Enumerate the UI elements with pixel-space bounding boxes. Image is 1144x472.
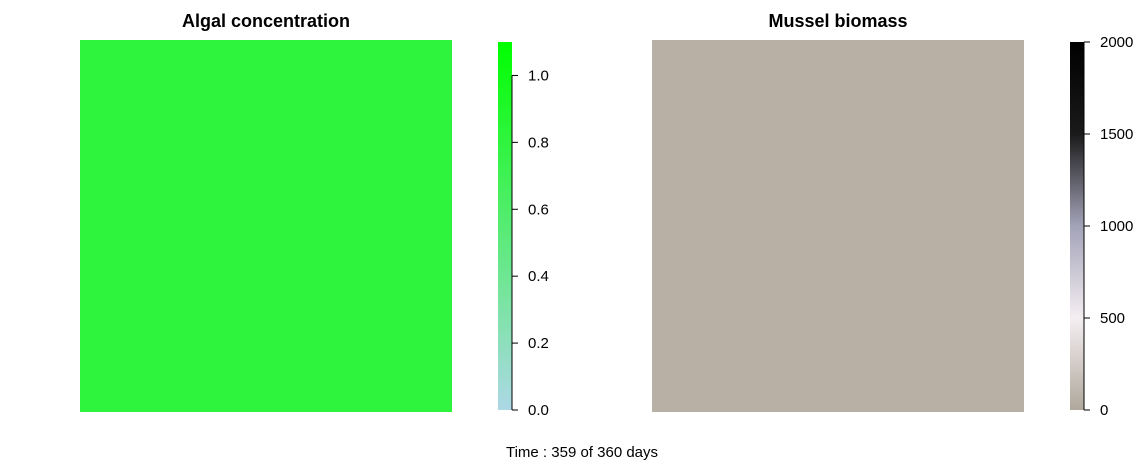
algal-heatmap	[80, 40, 452, 412]
algal-tick-label: 0.6	[528, 201, 549, 218]
algal-panel: Algal concentration 0.0 0.2 0.4 0.6 0.8 1.0	[80, 11, 549, 419]
mussel-tick-label: 500	[1100, 310, 1125, 327]
algal-colorbar-ticks: 0.0 0.2 0.4 0.6 0.8 1.0	[511, 67, 549, 419]
time-caption: Time : 359 of 360 days	[506, 444, 658, 461]
algal-tick-label: 0.8	[528, 134, 549, 151]
mussel-colorbar-ticks: 0 500 1000 1500 2000	[1083, 34, 1133, 419]
mussel-tick-label: 1000	[1100, 218, 1133, 235]
algal-title: Algal concentration	[182, 11, 350, 31]
mussel-colorbar	[1070, 42, 1084, 410]
mussel-tick-label: 2000	[1100, 34, 1133, 51]
mussel-tick-label: 1500	[1100, 126, 1133, 143]
algal-tick-label: 0.0	[528, 402, 549, 419]
mussel-title: Mussel biomass	[768, 11, 907, 31]
algal-tick-label: 0.4	[528, 268, 549, 285]
mussel-tick-label: 0	[1100, 402, 1108, 419]
algal-tick-label: 0.2	[528, 335, 549, 352]
algal-colorbar	[498, 42, 512, 410]
mussel-panel: Mussel biomass 0 500 1000 1500 2000	[652, 11, 1133, 419]
mussel-heatmap	[652, 40, 1024, 412]
algal-tick-label: 1.0	[528, 67, 549, 84]
